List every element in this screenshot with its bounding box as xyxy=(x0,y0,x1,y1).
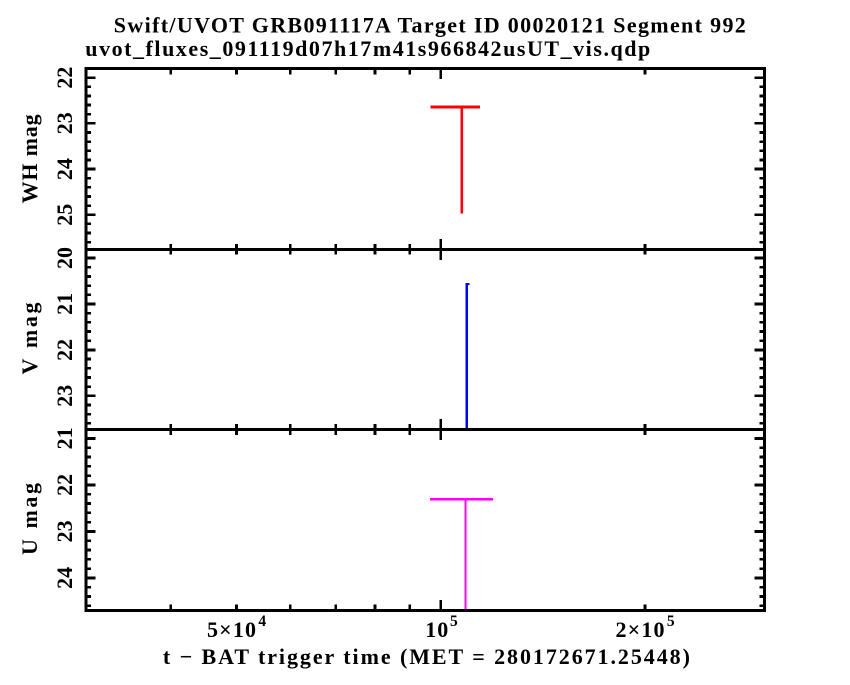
svg-text:4: 4 xyxy=(258,613,266,630)
svg-text:21: 21 xyxy=(52,427,77,449)
svg-text:uvot_fluxes_091119d07h17m41s96: uvot_fluxes_091119d07h17m41s966842usUT_v… xyxy=(85,36,650,61)
svg-text:V mag: V mag xyxy=(17,303,42,375)
svg-text:5: 5 xyxy=(450,613,458,630)
svg-text:5: 5 xyxy=(667,613,675,630)
svg-text:Swift/UVOT GRB091117A Target I: Swift/UVOT GRB091117A Target ID 00020121… xyxy=(114,13,746,38)
svg-text:22: 22 xyxy=(52,474,77,496)
svg-text:20: 20 xyxy=(52,247,77,269)
svg-text:24: 24 xyxy=(52,567,77,589)
svg-text:24: 24 xyxy=(52,158,77,180)
svg-text:23: 23 xyxy=(52,385,77,407)
svg-text:U mag: U mag xyxy=(17,483,42,555)
svg-text:23: 23 xyxy=(52,520,77,542)
svg-text:t − BAT trigger time (MET = 28: t − BAT trigger time (MET = 280172671.25… xyxy=(163,644,690,669)
svg-text:25: 25 xyxy=(52,204,77,226)
svg-text:22: 22 xyxy=(52,339,77,361)
svg-text:10: 10 xyxy=(425,617,448,642)
svg-text:5×10: 5×10 xyxy=(207,617,256,642)
svg-text:22: 22 xyxy=(52,67,77,89)
svg-text:21: 21 xyxy=(52,293,77,315)
svg-text:2×10: 2×10 xyxy=(616,617,665,642)
svg-text:WH mag: WH mag xyxy=(17,114,42,203)
svg-text:23: 23 xyxy=(52,112,77,134)
